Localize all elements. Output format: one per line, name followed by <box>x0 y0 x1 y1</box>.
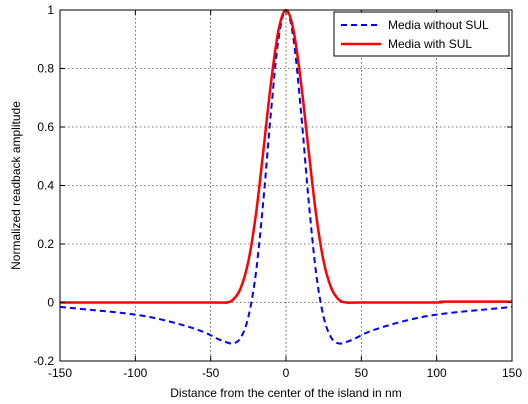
y-tick-label: 0.6 <box>37 120 54 134</box>
x-tick-label: -100 <box>123 366 147 380</box>
x-tick-label: -150 <box>48 366 72 380</box>
x-tick-label: 50 <box>355 366 369 380</box>
x-tick-label: 0 <box>283 366 290 380</box>
x-tick-label: 100 <box>427 366 447 380</box>
y-tick-label: 0.4 <box>37 179 54 193</box>
ticks: -150 -100 -50 0 50 100 150 -0.2 0 0.2 0.4 0.6 0.8 1 <box>33 3 522 380</box>
legend: Media without SUL Media with SUL <box>333 11 510 57</box>
x-axis-label: Distance from the center of the island i… <box>170 386 401 400</box>
series-line-media-without-sul <box>59 8 513 345</box>
x-tick-label: -50 <box>202 366 220 380</box>
x-tick-label: 150 <box>502 366 522 380</box>
y-tick-label: 0 <box>47 296 54 310</box>
y-tick-label: -0.2 <box>33 354 54 368</box>
series-layer <box>59 8 513 345</box>
y-tick-label: 0.2 <box>37 237 54 251</box>
grid <box>60 10 512 361</box>
y-axis-label: Normalized readback amplitude <box>9 101 23 270</box>
series-line-media-with-sul <box>60 8 513 304</box>
legend-label-media-with-sul: Media with SUL <box>388 37 472 51</box>
legend-box <box>333 11 510 57</box>
y-tick-label: 0.8 <box>37 62 54 76</box>
legend-label-media-without-sul: Media without SUL <box>388 18 489 32</box>
y-tick-label: 1 <box>47 3 54 17</box>
